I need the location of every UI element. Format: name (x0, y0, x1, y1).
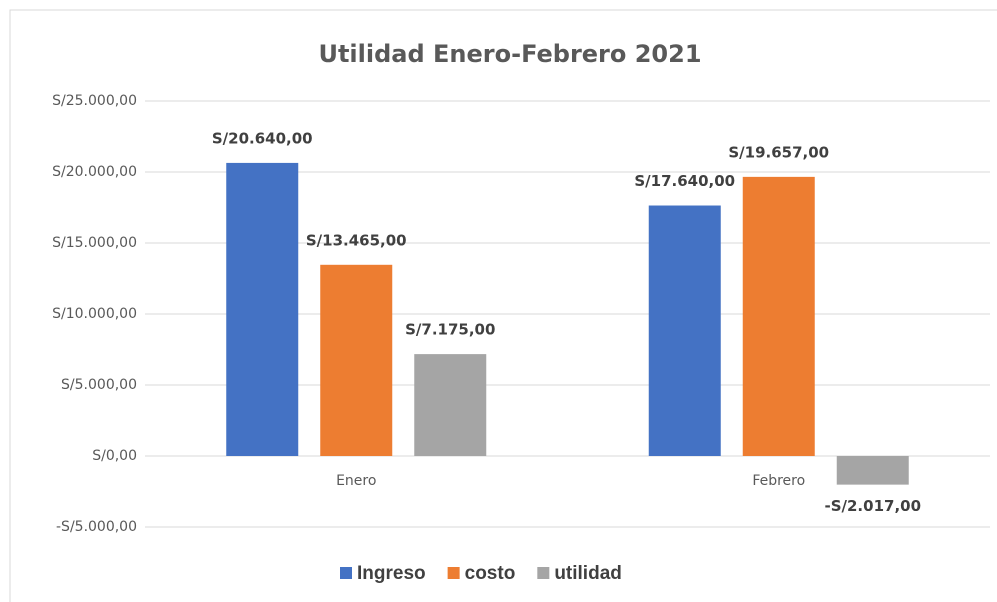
legend-swatch (340, 567, 352, 579)
y-tick-label: S/10.000,00 (52, 306, 137, 322)
y-tick-label: S/20.000,00 (52, 164, 137, 180)
data-label: S/20.640,00 (212, 129, 313, 147)
y-tick-label: -S/5.000,00 (56, 519, 137, 535)
data-label: S/19.657,00 (728, 143, 829, 161)
y-tick-label: S/0,00 (92, 448, 137, 464)
bar (226, 162, 299, 457)
legend-label: Ingreso (357, 563, 426, 584)
y-tick-label: S/25.000,00 (52, 93, 137, 109)
legend-swatch (447, 567, 460, 579)
legend-swatch (537, 567, 550, 579)
data-label: S/13.465,00 (306, 231, 407, 249)
bar (742, 176, 815, 456)
x-tick-label: Febrero (752, 473, 805, 489)
data-label: S/7.175,00 (405, 321, 495, 339)
bar (414, 354, 487, 456)
legend-label: costo (465, 563, 516, 584)
x-tick-label: Enero (336, 473, 376, 489)
bar (836, 456, 909, 485)
chart-frame (9, 9, 997, 602)
data-label: -S/2.017,00 (824, 497, 921, 515)
bar (648, 205, 721, 456)
y-tick-label: S/5.000,00 (61, 377, 137, 393)
bar (320, 264, 393, 456)
y-tick-label: S/15.000,00 (52, 235, 137, 251)
data-label: S/17.640,00 (634, 172, 735, 190)
chart-title: Utilidad Enero-Febrero 2021 (318, 40, 701, 68)
legend-label: utilidad (554, 563, 622, 584)
